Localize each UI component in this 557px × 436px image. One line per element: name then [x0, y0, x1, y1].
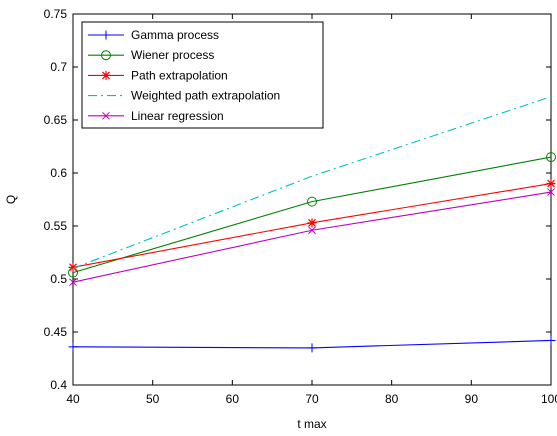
legend-item: Gamma process: [88, 28, 219, 42]
series-line: [72, 156, 552, 274]
legend-label: Gamma process: [131, 28, 219, 42]
data-point: [68, 342, 78, 352]
y-axis-label: Q: [4, 195, 18, 204]
axis-ticks: 40 50 60 70 80 90 100 0.4 0.45 0.5 0.55 0.6 0.65 0.7 0…: [44, 7, 557, 406]
series-gamma-process: [68, 335, 556, 353]
legend-marker: [101, 70, 111, 80]
data-point: [307, 196, 317, 207]
x-tick-label: 80: [385, 392, 399, 406]
data-point: [308, 226, 316, 235]
legend-marker: [101, 30, 111, 40]
series-layer: [68, 96, 556, 353]
y-tick-label: 0.65: [44, 113, 68, 127]
legend-item: Path extrapolation: [88, 68, 228, 82]
x-tick-label: 90: [465, 392, 479, 406]
data-point: [546, 152, 556, 163]
y-tick-label: 0.55: [44, 219, 68, 233]
series-path-extrapolation: [68, 179, 556, 272]
data-point: [546, 179, 556, 189]
y-tick-label: 0.75: [44, 7, 68, 21]
data-point: [546, 335, 556, 345]
legend-marker: [102, 111, 110, 120]
legend-item: Wiener process: [88, 48, 214, 62]
x-tick-label: 40: [66, 392, 80, 406]
legend-label: Wiener process: [131, 48, 214, 62]
legend-item: Linear regression: [88, 109, 224, 123]
y-tick-label: 0.7: [50, 60, 67, 74]
y-tick-label: 0.6: [50, 166, 67, 180]
x-tick-label: 70: [305, 392, 319, 406]
series-linear-regression: [69, 188, 555, 287]
x-tick-label: 60: [226, 392, 240, 406]
data-point: [307, 218, 317, 228]
legend-item: Weighted path extrapolation: [88, 89, 280, 103]
data-point: [307, 343, 317, 353]
series-line: [72, 96, 552, 269]
legend-label: Path extrapolation: [131, 68, 228, 82]
x-tick-label: 50: [146, 392, 160, 406]
data-point: [69, 278, 77, 287]
legend-marker: [101, 50, 111, 61]
legend: Gamma process Wiener process Path extrapol…: [81, 21, 324, 129]
legend-label: Linear regression: [131, 109, 224, 123]
data-point: [547, 188, 555, 196]
x-tick-label: 100: [541, 392, 557, 406]
series-weighted-path-extrapolation: [72, 96, 552, 269]
x-axis-label: t max: [297, 417, 326, 431]
y-tick-label: 0.45: [44, 325, 68, 339]
legend-label: Weighted path extrapolation: [131, 89, 280, 103]
y-tick-label: 0.4: [50, 378, 67, 392]
y-tick-label: 0.5: [50, 272, 67, 286]
data-point: [68, 262, 78, 272]
